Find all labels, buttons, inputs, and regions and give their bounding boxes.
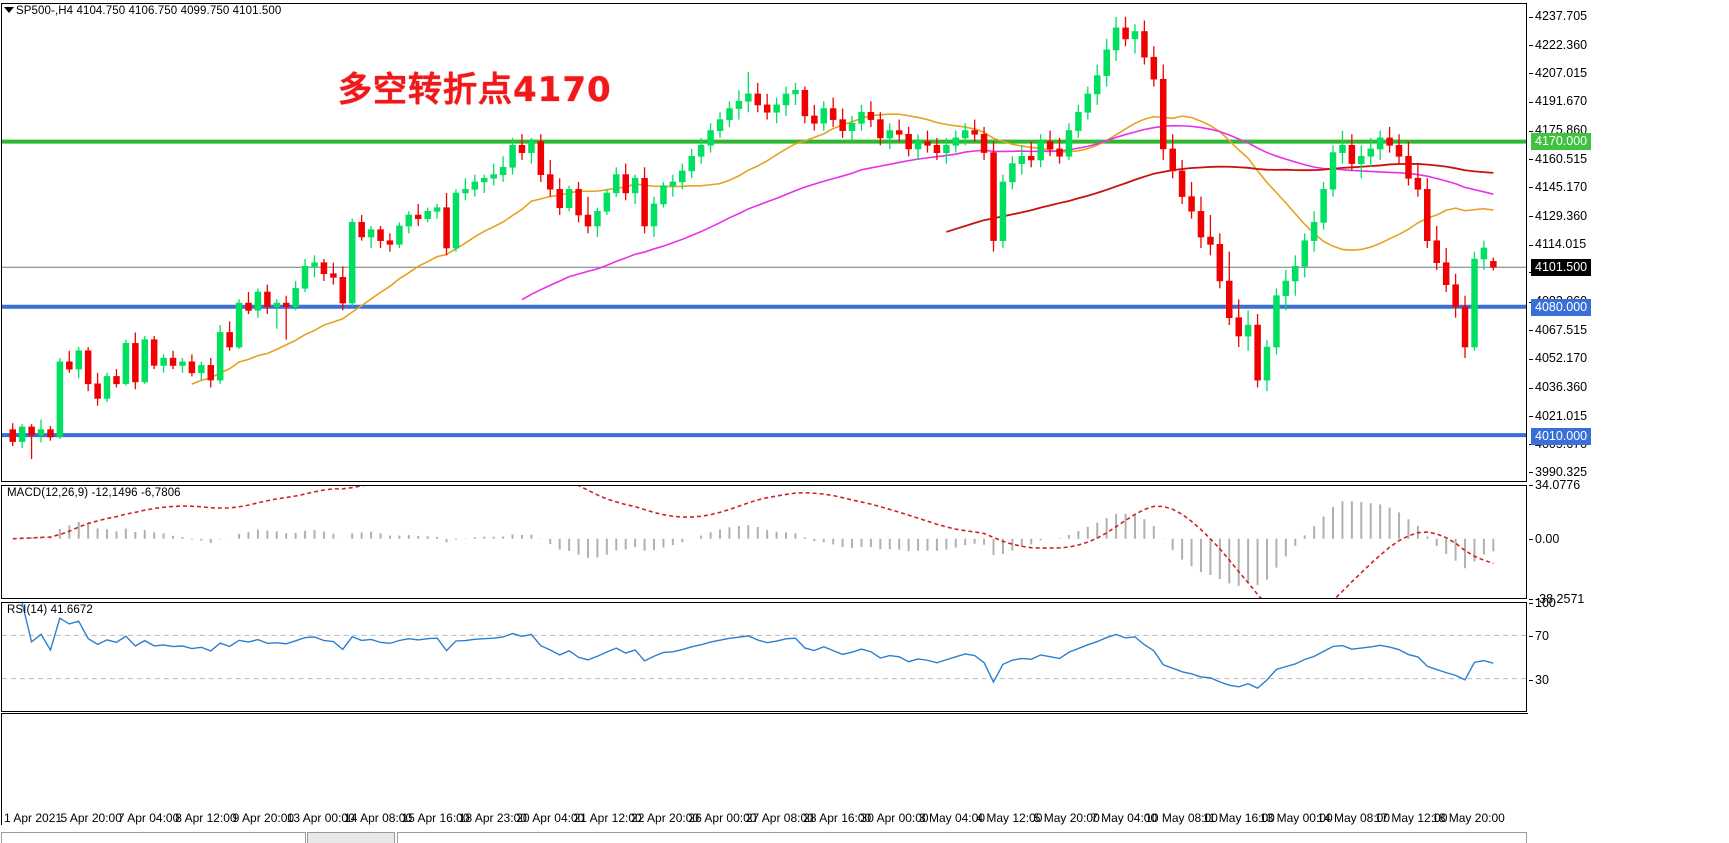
price-axis-tick: 4191.670 xyxy=(1528,94,1588,109)
chart-annotation-text: 多空转折点4170 xyxy=(338,70,612,110)
price-badge-support-4080[interactable]: 4080.000 xyxy=(1531,298,1592,316)
time-axis-label: 5 Apr 20:00 xyxy=(60,811,122,825)
rsi-line xyxy=(21,603,1494,689)
time-axis-label: 4 May 12:00 xyxy=(976,811,1043,825)
rsi-axis-tick: 30 xyxy=(1529,673,1549,687)
time-axis-label: 7 Apr 04:00 xyxy=(117,811,180,825)
time-axis-label: 21 Apr 12:00 xyxy=(573,811,642,825)
price-chart-pane[interactable] xyxy=(1,3,1527,482)
price-axis-tick: 4036.360 xyxy=(1528,380,1588,395)
taskbar-tab-3[interactable] xyxy=(397,832,1527,843)
rsi-pane-label: RSI(14) 41.6672 xyxy=(7,604,93,616)
time-axis-label: 18 Apr 23:00 xyxy=(458,811,527,825)
time-axis-label: 18 May 20:00 xyxy=(1432,811,1505,825)
rsi-scale-axis: 100 70 30 xyxy=(1529,597,1729,712)
caret-down-icon[interactable] xyxy=(4,7,14,13)
time-axis-label: 9 Apr 20:00 xyxy=(232,811,295,825)
window-taskbar xyxy=(0,832,1729,843)
rsi-axis-tick: 70 xyxy=(1529,629,1549,643)
time-axis-label: 13 Apr 00:00 xyxy=(286,811,355,825)
rsi-axis-tick: 100 xyxy=(1529,596,1556,610)
price-chart-canvas xyxy=(2,16,1526,459)
time-axis-separator xyxy=(2,713,1528,714)
time-axis-label: 3 May 04:00 xyxy=(918,811,985,825)
time-axis-label: 13 May 00:00 xyxy=(1259,811,1333,825)
candlestick-series xyxy=(9,16,1497,459)
macd-canvas xyxy=(12,486,1495,598)
rsi-indicator-pane[interactable]: RSI(14) 41.6672 xyxy=(1,602,1527,712)
taskbar-tab-1[interactable] xyxy=(1,832,306,843)
time-axis-label: 26 Apr 00:00 xyxy=(688,811,757,825)
ma-fast-line xyxy=(191,113,1494,385)
time-axis-label: 30 Apr 00:00 xyxy=(860,811,929,825)
time-axis-label: 8 Apr 12:00 xyxy=(175,811,237,825)
price-axis-tick: 4129.360 xyxy=(1528,209,1588,224)
time-axis-label: 7 May 04:00 xyxy=(1091,811,1158,825)
price-badge-last-price-4101[interactable]: 4101.500 xyxy=(1531,259,1592,277)
price-axis-tick: 4160.515 xyxy=(1528,151,1588,166)
time-axis-label: 17 May 12:00 xyxy=(1374,811,1448,825)
macd-pane-label: MACD(12,26,9) -12,1496 -6,7806 xyxy=(7,487,181,499)
macd-signal-line xyxy=(12,486,1494,598)
price-axis-tick: 4067.515 xyxy=(1528,322,1588,337)
time-axis-label: 5 May 20:00 xyxy=(1033,811,1100,825)
price-scale-axis[interactable]: 4237.705 4222.360 4207.015 4191.670 4175.860… xyxy=(1528,3,1729,482)
macd-axis-tick: 34.0776 xyxy=(1528,478,1581,492)
time-axis-label: 28 Apr 16:00 xyxy=(803,811,872,825)
macd-scale-axis: 34.0776 0.00 -38.2571 xyxy=(1528,479,1729,605)
macd-indicator-pane[interactable]: MACD(12,26,9) -12,1496 -6,7806 xyxy=(1,485,1527,599)
price-axis-tick: 4237.705 xyxy=(1528,9,1588,24)
time-axis-label: 1 Apr 2021 xyxy=(4,811,63,825)
macd-histogram xyxy=(21,501,1495,586)
time-axis-label: 20 Apr 04:00 xyxy=(516,811,585,825)
macd-axis-tick: 0.00 xyxy=(1528,531,1560,546)
time-axis-label: 15 Apr 16:00 xyxy=(401,811,470,825)
rsi-canvas xyxy=(2,603,1526,689)
price-axis-tick: 4207.015 xyxy=(1528,65,1588,80)
time-scale-axis[interactable]: 1 Apr 2021 5 Apr 20:00 7 Apr 04:00 8 Apr 12… xyxy=(1,713,1528,825)
price-axis-tick: 4052.170 xyxy=(1528,351,1588,366)
time-axis-label: 14 May 08:00 xyxy=(1317,811,1391,825)
time-axis-label: 11 May 16:00 xyxy=(1202,811,1275,825)
price-pane-label: SP500-,H4 4104.750 4106.750 4099.750 410… xyxy=(16,5,282,17)
price-axis-tick: 4145.170 xyxy=(1528,179,1588,194)
price-axis-tick: 4021.015 xyxy=(1528,408,1588,423)
price-badge-support-4010[interactable]: 4010.000 xyxy=(1531,427,1592,445)
taskbar-tab-2[interactable] xyxy=(307,832,395,843)
time-axis-label: 14 Apr 08:00 xyxy=(344,811,413,825)
price-badge-resistance-4170[interactable]: 4170.000 xyxy=(1531,133,1592,151)
time-axis-label: 22 Apr 20:00 xyxy=(631,811,700,825)
macd-axis-tick: -38.2571 xyxy=(1528,592,1585,606)
time-axis-label: 10 May 08:00 xyxy=(1145,811,1218,825)
ma-slow-line xyxy=(946,163,1494,233)
ma-mid-line xyxy=(521,124,1494,301)
price-axis-tick: 4114.015 xyxy=(1528,237,1587,252)
price-axis-tick: 3990.325 xyxy=(1528,465,1588,480)
time-axis-label: 27 Apr 08:00 xyxy=(745,811,814,825)
price-axis-tick: 4222.360 xyxy=(1528,37,1588,52)
